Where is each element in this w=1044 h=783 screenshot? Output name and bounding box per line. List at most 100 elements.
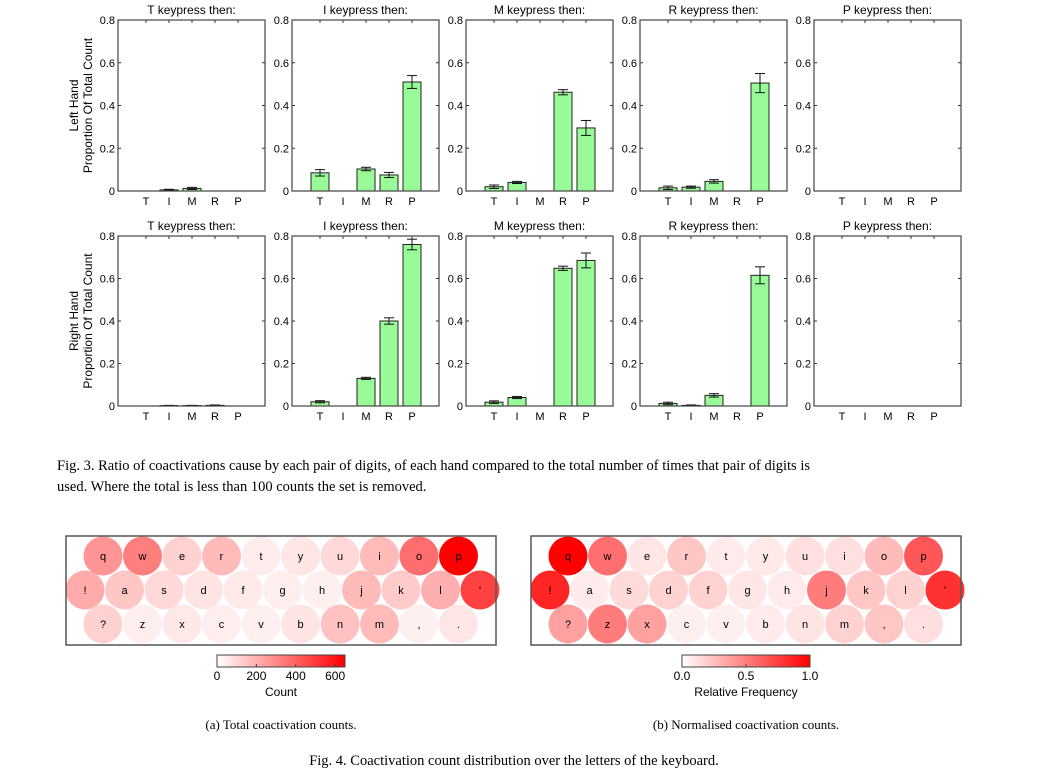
key-cell [746,604,785,644]
key-label: z [605,619,611,631]
key-label: o [881,551,887,563]
bar [402,81,422,192]
y-tick-label: 0.2 [448,143,463,155]
key-label: d [200,585,206,597]
x-tick-label: P [756,411,763,423]
key-label: h [319,585,325,597]
key-cell [421,570,460,610]
y-tick-label: 0 [805,401,811,413]
x-tick-label: I [689,196,692,208]
y-tick-label: 0.6 [796,58,811,70]
key-cell [439,536,478,576]
colorbar-tick-label: 600 [325,669,345,683]
bar-panel: M keypress then: 0 0.2 0.4 0.6 0.8 T I M R P [448,219,614,423]
y-tick-label: 0.4 [622,316,637,328]
y-tick-label: 0.8 [100,15,115,27]
bar [356,377,376,407]
key-cell [360,604,399,644]
key-cell [460,570,500,610]
key-cell [302,570,342,610]
key-cell [202,604,241,644]
key-label: p [920,551,926,563]
x-tick-label: P [234,196,241,208]
axes-frame [117,235,266,407]
key-cell [667,536,706,576]
axes-frame [117,19,266,192]
colorbar-label: Relative Frequency [694,685,797,699]
panel-title: T keypress then: [147,3,236,17]
key-cell [399,536,439,576]
key-label: . [922,619,925,631]
key-label: , [882,619,885,631]
x-tick-label: P [408,411,415,423]
keyboard-heatmap: q w e r t y u i o p! a s d f g h j k l '? z x c v b n m, . 0.0 0.5 1.0… [530,535,965,732]
bar-panel: T keypress then: 0 0.2 0.4 0.6 0.8 T I M R P [100,219,266,423]
y-tick-label: 0.4 [100,101,115,113]
y-tick-label: 0.8 [622,15,637,27]
colorbar-tick-label: 0 [214,669,221,683]
key-label: c [684,619,690,631]
y-axis-label: Left HandProportion Of Total Count [67,37,95,173]
x-tick-label: I [515,411,518,423]
key-cell [807,570,846,610]
x-tick-label: I [689,411,692,423]
y-axis-label-line: Left Hand [67,79,81,131]
x-tick-label: I [863,196,866,208]
key-cell [706,604,746,644]
key-cell [320,604,360,644]
x-tick-label: M [535,411,544,423]
y-tick-label: 0 [109,401,115,413]
x-tick-label: R [211,411,219,423]
colorbar-tick-label: 0.5 [738,669,755,683]
y-tick-label: 0.4 [796,101,811,113]
key-label: ' [479,585,481,597]
bar-panel: P keypress then: 0 0.2 0.4 0.6 0.8 T I M R P [796,3,962,208]
key-label: , [417,619,420,631]
y-tick-label: 0.8 [796,15,811,27]
key-label: u [802,551,808,563]
y-tick-label: 0.2 [274,143,289,155]
y-tick-label: 0.4 [448,101,463,113]
key-cell [241,604,281,644]
key-label: f [241,585,245,597]
key-cell [223,570,263,610]
x-tick-label: M [883,411,892,423]
key-cell [728,570,767,610]
y-axis-label-line: Right Hand [67,291,81,351]
figure-caption: Fig. 3. Ratio of coactivations cause by … [57,458,810,474]
y-tick-label: 0.8 [796,231,811,243]
panel-title: P keypress then: [843,3,932,17]
y-tick-label: 0.6 [274,274,289,286]
key-cell [123,604,162,644]
colorbar [216,654,346,668]
axes-frame [291,235,440,407]
x-tick-label: T [491,411,498,423]
heatmap-frame [65,535,497,646]
key-cell [281,536,320,576]
bar-panel: R keypress then: 0 0.2 0.4 0.6 0.8 T I M R P [622,3,788,208]
key-label: g [744,585,750,597]
key-label: r [685,551,689,563]
bar [750,82,770,192]
axes-frame [639,19,788,192]
key-cell [904,604,943,644]
x-tick-label: P [930,196,937,208]
key-cell [904,536,943,576]
bar [576,259,596,407]
key-label: h [784,585,790,597]
y-tick-label: 0.8 [274,15,289,27]
x-tick-label: P [756,196,763,208]
bar [576,127,596,192]
y-tick-label: 0 [109,186,115,198]
x-tick-label: R [211,196,219,208]
axes-frame [639,235,788,407]
x-tick-label: T [317,196,324,208]
key-cell [649,570,688,610]
key-cell [202,536,241,576]
panel-title: R keypress then: [668,219,758,233]
key-cell [184,570,223,610]
y-tick-label: 0.6 [622,58,637,70]
y-tick-label: 0.2 [100,143,115,155]
key-label: j [359,585,362,597]
key-label: b [762,619,768,631]
